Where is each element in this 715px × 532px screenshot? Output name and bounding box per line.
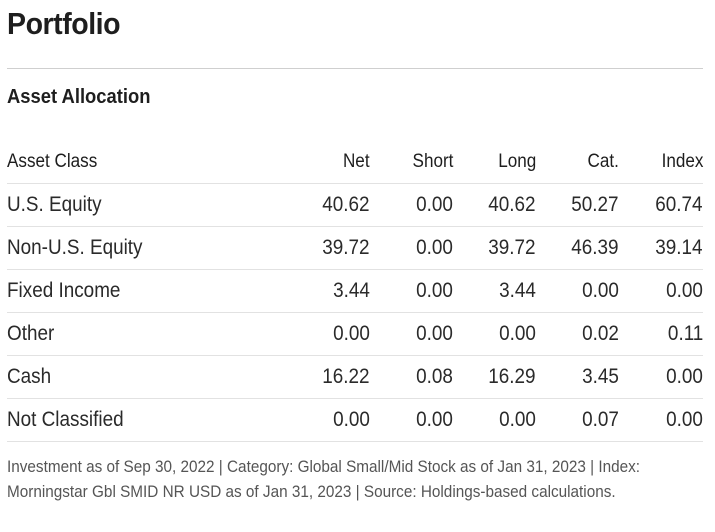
cell-long: 39.72: [453, 226, 536, 270]
cell-long: 16.29: [453, 355, 536, 399]
cell-long: 3.44: [453, 269, 536, 313]
header-net: Net: [343, 151, 370, 172]
cell-long: 40.62: [453, 183, 536, 227]
cell-net: 40.62: [287, 183, 370, 227]
header-short: Short: [412, 151, 453, 172]
cell-asset-class: U.S. Equity: [7, 183, 287, 227]
cell-asset-class: Fixed Income: [7, 269, 287, 313]
table-row: Other 0.00 0.00 0.00 0.02 0.11: [7, 312, 703, 356]
cell-cat: 0.02: [536, 312, 619, 356]
cell-short: 0.00: [370, 183, 453, 227]
cell-cat: 50.27: [536, 183, 619, 227]
cell-net: 3.44: [287, 269, 370, 313]
cell-cat: 3.45: [536, 355, 619, 399]
cell-cat: 0.07: [536, 398, 619, 442]
cell-asset-class: Not Classified: [7, 398, 287, 442]
cell-index: 0.00: [619, 269, 703, 313]
table-row: Not Classified 0.00 0.00 0.00 0.07 0.00: [7, 398, 703, 442]
cell-index: 0.00: [619, 398, 703, 442]
cell-index: 0.00: [619, 355, 703, 399]
table-row: Cash 16.22 0.08 16.29 3.45 0.00: [7, 355, 703, 399]
cell-asset-class: Non-U.S. Equity: [7, 226, 287, 270]
table-row: Fixed Income 3.44 0.00 3.44 0.00 0.00: [7, 269, 703, 313]
cell-index: 0.11: [619, 312, 703, 356]
cell-long: 0.00: [453, 312, 536, 356]
cell-short: 0.00: [370, 269, 453, 313]
cell-cat: 0.00: [536, 269, 619, 313]
cell-asset-class: Cash: [7, 355, 287, 399]
cell-cat: 46.39: [536, 226, 619, 270]
header-index: Index: [661, 151, 703, 172]
cell-net: 0.00: [287, 398, 370, 442]
header-cat: Cat.: [587, 151, 619, 172]
cell-long: 0.00: [453, 398, 536, 442]
cell-short: 0.08: [370, 355, 453, 399]
asset-allocation-table: Asset Class Net Short Long Cat. Index U.…: [7, 141, 703, 442]
table-header-row: Asset Class Net Short Long Cat. Index: [7, 141, 703, 184]
page-title: Portfolio: [7, 6, 121, 41]
cell-net: 39.72: [287, 226, 370, 270]
cell-short: 0.00: [370, 226, 453, 270]
cell-short: 0.00: [370, 398, 453, 442]
cell-net: 16.22: [287, 355, 370, 399]
cell-short: 0.00: [370, 312, 453, 356]
cell-index: 60.74: [619, 183, 703, 227]
section-title: Asset Allocation: [7, 86, 151, 108]
table-row: Non-U.S. Equity 39.72 0.00 39.72 46.39 3…: [7, 226, 703, 270]
cell-net: 0.00: [287, 312, 370, 356]
table-row: U.S. Equity 40.62 0.00 40.62 50.27 60.74: [7, 183, 703, 227]
header-asset-class: Asset Class: [7, 151, 98, 172]
header-long: Long: [497, 151, 536, 172]
cell-asset-class: Other: [7, 312, 287, 356]
cell-index: 39.14: [619, 226, 703, 270]
allocation-footnote: Investment as of Sep 30, 2022 | Category…: [7, 457, 641, 501]
title-divider: [7, 68, 703, 69]
